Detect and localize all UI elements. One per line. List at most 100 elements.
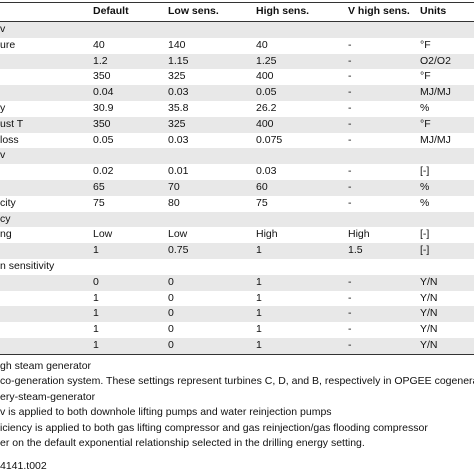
cell: 0 xyxy=(168,339,174,351)
row-label: city xyxy=(0,196,16,209)
cell: 0.05 xyxy=(256,86,277,99)
row-shade xyxy=(0,180,474,196)
cell: 0.05 xyxy=(93,133,114,146)
footnote: gh steam generator xyxy=(0,359,92,372)
row-label: ure xyxy=(0,38,16,51)
cell: [-] xyxy=(420,244,430,257)
top-rule xyxy=(0,2,474,3)
cell: 350 xyxy=(93,70,111,83)
doc-id: 4141.t002 xyxy=(0,460,47,472)
cell: High xyxy=(348,228,370,241)
cell: - xyxy=(348,102,352,114)
cell: - xyxy=(348,291,352,304)
footnote: co-generation system. These settings rep… xyxy=(0,375,474,388)
cell: Y/N xyxy=(420,323,438,336)
cell: 1.5 xyxy=(348,244,363,257)
cell: 400 xyxy=(256,70,274,83)
cell: 0.03 xyxy=(168,133,189,146)
cell: 1 xyxy=(256,291,262,304)
cell: 1 xyxy=(256,244,262,257)
cell: 1.2 xyxy=(93,54,108,67)
cell: 0 xyxy=(93,275,99,288)
cell: 0 xyxy=(168,291,174,304)
cell: Low xyxy=(93,228,113,241)
cell: 0.075 xyxy=(256,133,283,146)
footnote: ery-steam-generator xyxy=(0,390,96,403)
cell: - xyxy=(348,70,352,83)
cell: Y/N xyxy=(420,291,438,304)
header-rule xyxy=(0,21,474,22)
cell: - xyxy=(348,54,352,67)
cell: O2/O2 xyxy=(420,54,451,67)
cell: 1 xyxy=(93,339,99,351)
cell: 0.75 xyxy=(168,244,189,257)
cell: 65 xyxy=(93,181,105,193)
row-shade xyxy=(0,211,474,228)
cell: 26.2 xyxy=(256,102,277,114)
cell: - xyxy=(348,133,352,146)
cell: 0.01 xyxy=(168,165,189,178)
cell: - xyxy=(348,196,352,209)
row-label: v xyxy=(0,23,6,35)
row-label: y xyxy=(0,102,6,114)
cell: 0.04 xyxy=(93,86,114,99)
cell: 1 xyxy=(93,244,99,257)
cell: 350 xyxy=(93,117,111,130)
cell: 1 xyxy=(256,323,262,336)
header-cell: High sens. xyxy=(256,5,310,17)
cell: % xyxy=(420,102,430,114)
cell: 0 xyxy=(168,307,174,320)
row-label: ust T xyxy=(0,117,24,130)
cell: - xyxy=(348,275,352,288)
row-label: ng xyxy=(0,228,12,241)
cell: 40 xyxy=(93,38,105,51)
row-shade xyxy=(0,148,474,165)
header-cell: Units xyxy=(420,5,447,17)
cell: Y/N xyxy=(420,275,438,288)
row-shade xyxy=(0,116,474,133)
cell: 0 xyxy=(168,275,174,288)
cell: - xyxy=(348,181,352,193)
row-shade xyxy=(0,22,474,38)
row-shade xyxy=(0,85,474,101)
cell: [-] xyxy=(420,165,430,178)
cell: 1 xyxy=(93,307,99,320)
cell: 0.03 xyxy=(168,86,189,99)
cell: 1 xyxy=(93,291,99,304)
cell: 1 xyxy=(256,307,262,320)
cell: - xyxy=(348,165,352,178)
cell: 0.03 xyxy=(256,165,277,178)
row-shade xyxy=(0,274,474,291)
cell: 140 xyxy=(168,38,186,51)
header-cell: Default xyxy=(93,5,129,17)
cell: °F xyxy=(420,70,431,83)
row-label: loss xyxy=(0,133,19,146)
cell: 75 xyxy=(93,196,105,209)
header-cell: Low sens. xyxy=(168,5,219,17)
cell: [-] xyxy=(420,228,430,241)
cell: % xyxy=(420,196,430,209)
cell: 0.02 xyxy=(93,165,114,178)
cell: 1 xyxy=(93,323,99,336)
cell: °F xyxy=(420,38,431,51)
footnote: iciency is applied to both gas lifting c… xyxy=(0,421,428,434)
cell: MJ/MJ xyxy=(420,86,451,99)
cell: 40 xyxy=(256,38,268,51)
bottom-rule xyxy=(0,353,474,355)
cell: 0 xyxy=(168,323,174,336)
row-shade xyxy=(0,306,474,323)
cell: 35.8 xyxy=(168,102,189,114)
cell: High xyxy=(256,228,278,241)
cell: 30.9 xyxy=(93,102,114,114)
cell: 325 xyxy=(168,70,186,83)
cell: °F xyxy=(420,117,431,130)
cell: - xyxy=(348,38,352,51)
cell: Y/N xyxy=(420,307,438,320)
row-label: n sensitivity xyxy=(0,260,55,272)
header-cell: V high sens. xyxy=(348,5,410,17)
row-shade xyxy=(0,243,474,259)
cell: 325 xyxy=(168,117,186,130)
row-shade xyxy=(0,338,474,354)
cell: - xyxy=(348,323,352,336)
